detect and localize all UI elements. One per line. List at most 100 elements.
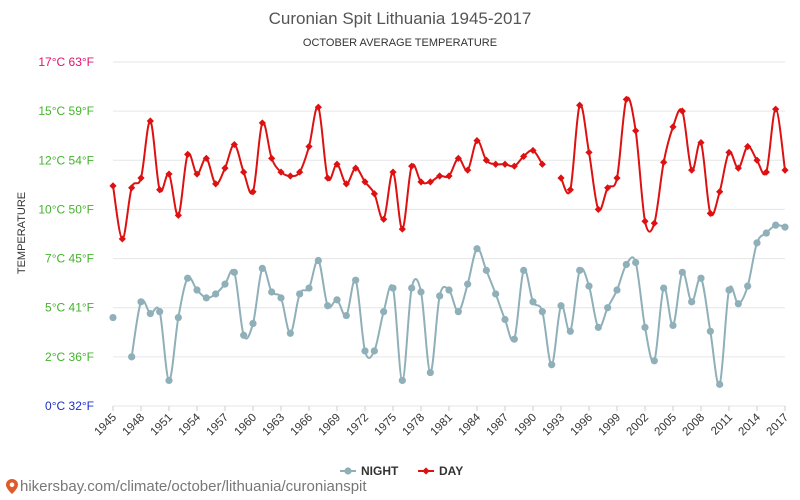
data-point-day[interactable] — [174, 211, 182, 219]
data-point-day[interactable] — [156, 186, 164, 194]
data-point-night[interactable] — [128, 353, 136, 361]
data-point-day[interactable] — [734, 164, 742, 172]
data-point-night[interactable] — [688, 298, 696, 306]
watermark[interactable]: hikersbay.com/climate/october/lithuania/… — [6, 478, 367, 495]
data-point-night[interactable] — [436, 292, 444, 300]
data-point-night[interactable] — [492, 290, 500, 298]
data-point-night[interactable] — [305, 284, 313, 292]
data-point-day[interactable] — [725, 148, 733, 157]
data-point-night[interactable] — [678, 268, 686, 276]
data-point-night[interactable] — [725, 286, 733, 294]
data-point-night[interactable] — [585, 282, 593, 290]
data-point-night[interactable] — [370, 347, 378, 355]
data-point-day[interactable] — [370, 190, 378, 198]
data-point-day[interactable] — [314, 103, 322, 111]
data-point-night[interactable] — [352, 276, 360, 284]
data-point-night[interactable] — [361, 347, 369, 355]
data-point-night[interactable] — [333, 296, 341, 304]
data-point-day[interactable] — [230, 140, 238, 149]
data-point-day[interactable] — [464, 166, 472, 174]
data-point-day[interactable] — [688, 166, 696, 174]
data-point-day[interactable] — [529, 146, 537, 155]
data-point-day[interactable] — [184, 150, 192, 158]
data-point-night[interactable] — [109, 313, 117, 322]
data-point-night[interactable] — [454, 308, 462, 316]
data-point-night[interactable] — [772, 221, 780, 229]
data-point-day[interactable] — [641, 217, 649, 225]
data-point-day[interactable] — [482, 156, 490, 164]
data-point-day[interactable] — [249, 188, 257, 196]
data-point-night[interactable] — [716, 380, 724, 388]
data-point-night[interactable] — [501, 315, 509, 324]
data-point-day[interactable] — [296, 168, 304, 176]
data-point-night[interactable] — [230, 268, 238, 276]
data-point-night[interactable] — [529, 298, 537, 306]
data-point-day[interactable] — [118, 235, 126, 243]
data-point-night[interactable] — [398, 376, 406, 385]
data-point-day[interactable] — [622, 95, 630, 103]
data-point-night[interactable] — [277, 294, 285, 302]
legend[interactable]: NIGHT DAY — [340, 464, 463, 478]
data-point-day[interactable] — [706, 209, 714, 217]
data-point-day[interactable] — [781, 166, 789, 174]
legend-item-day[interactable]: DAY — [418, 464, 463, 478]
data-point-day[interactable] — [660, 158, 668, 166]
data-point-night[interactable] — [380, 308, 388, 316]
data-point-night[interactable] — [146, 310, 154, 318]
data-point-day[interactable] — [678, 107, 686, 115]
legend-item-night[interactable]: NIGHT — [340, 464, 399, 478]
data-point-day[interactable] — [426, 178, 434, 186]
data-point-day[interactable] — [753, 156, 761, 164]
data-point-night[interactable] — [734, 300, 742, 308]
data-point-day[interactable] — [146, 117, 154, 125]
data-point-night[interactable] — [212, 290, 220, 298]
data-point-night[interactable] — [641, 323, 649, 331]
data-point-night[interactable] — [249, 319, 257, 328]
data-point-day[interactable] — [109, 182, 117, 190]
data-point-day[interactable] — [221, 164, 229, 172]
data-point-day[interactable] — [576, 101, 584, 109]
data-point-night[interactable] — [520, 266, 528, 274]
data-point-day[interactable] — [165, 170, 173, 178]
data-point-night[interactable] — [464, 280, 472, 288]
data-point-night[interactable] — [174, 313, 182, 322]
data-point-night[interactable] — [613, 286, 621, 294]
data-point-night[interactable] — [221, 280, 229, 288]
data-point-day[interactable] — [772, 105, 780, 113]
data-point-night[interactable] — [137, 298, 145, 306]
data-point-day[interactable] — [286, 172, 294, 180]
data-point-day[interactable] — [324, 174, 332, 182]
data-point-day[interactable] — [501, 160, 509, 168]
data-point-day[interactable] — [212, 180, 220, 188]
data-point-day[interactable] — [202, 154, 210, 162]
data-point-night[interactable] — [165, 376, 173, 385]
data-point-night[interactable] — [202, 294, 210, 302]
data-point-day[interactable] — [193, 170, 201, 178]
data-point-night[interactable] — [622, 260, 630, 269]
data-point-day[interactable] — [492, 160, 500, 168]
data-point-day[interactable] — [454, 154, 462, 162]
data-point-night[interactable] — [697, 274, 705, 282]
data-point-night[interactable] — [576, 266, 584, 274]
data-point-day[interactable] — [305, 142, 313, 151]
data-point-night[interactable] — [296, 290, 304, 298]
data-point-night[interactable] — [324, 302, 332, 310]
data-point-day[interactable] — [744, 142, 752, 151]
data-point-night[interactable] — [781, 223, 789, 231]
data-point-night[interactable] — [426, 368, 434, 377]
data-point-day[interactable] — [669, 123, 677, 131]
data-point-night[interactable] — [240, 331, 248, 339]
data-point-day[interactable] — [333, 160, 341, 168]
data-point-night[interactable] — [417, 288, 425, 296]
data-point-day[interactable] — [632, 127, 640, 135]
data-point-day[interactable] — [557, 174, 565, 182]
data-point-day[interactable] — [277, 168, 285, 176]
data-point-day[interactable] — [538, 160, 546, 168]
data-point-night[interactable] — [650, 357, 658, 365]
data-point-night[interactable] — [510, 335, 518, 343]
data-point-night[interactable] — [156, 308, 164, 316]
data-point-day[interactable] — [716, 188, 724, 196]
data-point-day[interactable] — [650, 219, 658, 227]
data-point-day[interactable] — [258, 119, 266, 127]
data-point-day[interactable] — [436, 172, 444, 180]
